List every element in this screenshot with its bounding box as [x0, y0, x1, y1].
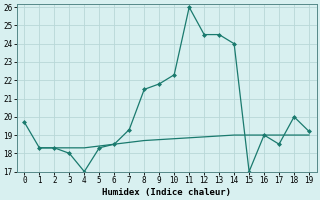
X-axis label: Humidex (Indice chaleur): Humidex (Indice chaleur) [102, 188, 231, 197]
